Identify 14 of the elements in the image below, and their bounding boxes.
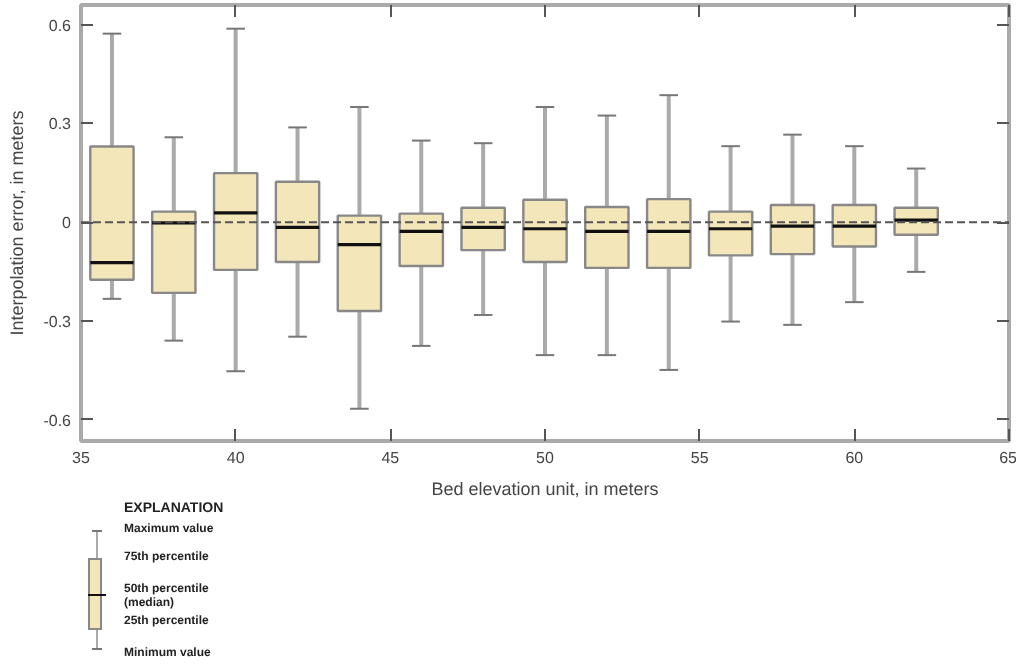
x-tick-label: 50 [536, 449, 555, 467]
y-tick-label: 0 [62, 214, 73, 233]
y-tick-label: 0.3 [48, 115, 73, 134]
x-tick-label: 40 [226, 449, 246, 467]
x-tick-label: 35 [72, 449, 91, 467]
y-axis-title: Interpolation error, in meters [7, 109, 28, 336]
y-tick-label: -0.3 [43, 312, 73, 331]
y-tick-label: -0.6 [43, 411, 73, 430]
y-tick-label: 0.6 [48, 16, 73, 35]
x-axis-title: Bed elevation unit, in meters [431, 479, 660, 499]
x-tick-label: 45 [381, 449, 401, 467]
x-tick-label: 60 [845, 449, 865, 467]
x-tick-label: 65 [999, 449, 1016, 467]
x-tick-label: 55 [690, 449, 710, 467]
